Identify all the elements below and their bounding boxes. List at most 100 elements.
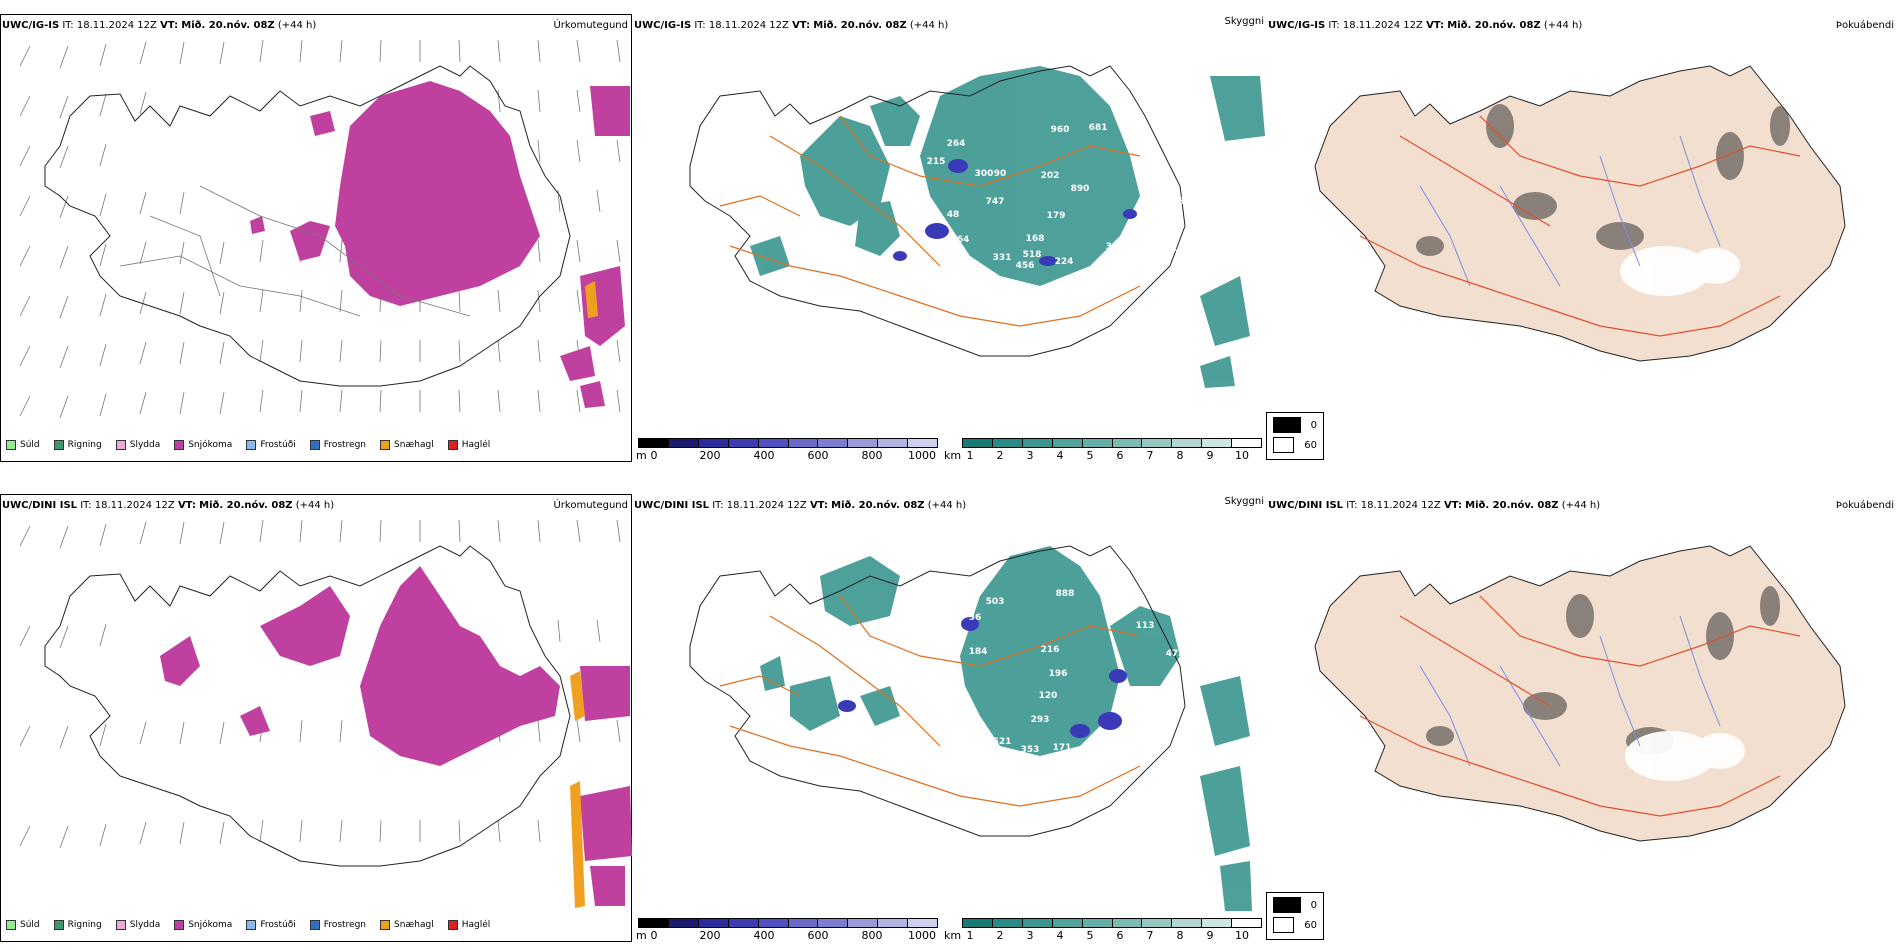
legend-swatch (115, 920, 126, 930)
vis-label: 168 (877, 743, 896, 753)
colorbar-cells (962, 438, 1262, 448)
vis-label: 188 (1166, 197, 1185, 207)
ceiling-colorbar-1: m 0 200 400 600 800 1000 (636, 438, 938, 462)
vis-map-2: 503 423 255 36 70 888 184 216 113 472 19… (689, 545, 1252, 911)
vis-label: 888 (1056, 589, 1075, 599)
vis-label: 224 (1055, 257, 1074, 267)
legend-item: Rigning (53, 920, 102, 930)
legend-swatch (6, 440, 16, 450)
legend-swatch (447, 920, 458, 930)
vis-label: 82 (1114, 749, 1127, 759)
legend-item: Slydda (115, 440, 160, 450)
colorbar-ticks: m 0 200 400 600 800 1000 (636, 449, 936, 462)
iceland-outline (689, 545, 1186, 837)
vis-label: 120 (1039, 691, 1058, 701)
vis-label: 242 (1118, 259, 1137, 269)
vis-label: 353 (1021, 745, 1040, 755)
legend-swatch (309, 920, 320, 930)
rivers (1419, 615, 1721, 767)
snow-areas (250, 81, 630, 408)
vis-panel-header-2: UWC/DINI ISL IT: 18.11.2024 12Z VT: Mið.… (634, 500, 967, 511)
fog-map-2 (1314, 545, 1846, 842)
vis-teal-areas (750, 66, 1265, 388)
iceland-outline (689, 65, 1186, 357)
legend-item: Haglél (447, 440, 490, 450)
colorbar-ticks: km 1 2 3 4 5 6 7 8 9 10 (944, 449, 1249, 462)
vis-value-labels: 264 215 300 747 90 960 681 202 890 225 1… (876, 123, 1185, 277)
precip-legend-1: Súld Rigning Slydda Snjókoma Frostúði Fr… (6, 440, 504, 450)
roads (119, 185, 471, 317)
vis-label: 202 (1041, 171, 1060, 181)
ceiling-colorbar-2: m 0 200 400 600 800 1000 (636, 918, 938, 942)
vis-label: 216 (1041, 645, 1060, 655)
vis-colorbar-1: km 1 2 3 4 5 6 7 8 9 10 (944, 438, 1262, 462)
sleet-edge (570, 671, 585, 908)
precip-type-panel-1 (0, 14, 632, 462)
snow-areas (160, 566, 632, 906)
vis-label: 890 (1071, 184, 1090, 194)
vis-label: 456 (1016, 261, 1035, 271)
vis-label: 331 (993, 253, 1012, 263)
vis-label: 23 (896, 242, 909, 252)
vis-label: 225 (1139, 144, 1158, 154)
vis-label: 423 (941, 607, 960, 617)
legend-swatch (380, 920, 391, 930)
vis-label: 70 (926, 619, 939, 629)
legend-swatch (380, 440, 391, 450)
roads-orange (719, 595, 1141, 807)
fog-panel-title-1: Þokuábendi (1835, 20, 1894, 31)
vis-label: 179 (1047, 211, 1066, 221)
iceland-outline (44, 65, 571, 387)
legend-item: Frostregn (309, 920, 366, 930)
vis-label: 168 (1026, 234, 1045, 244)
legend-item: Frostregn (309, 440, 366, 450)
legend-item: Frostúði (246, 920, 296, 930)
precip-map-1 (19, 39, 630, 419)
legend-swatch (6, 920, 16, 930)
sleet-edge (585, 281, 598, 318)
vis-label: 48 (947, 210, 960, 220)
legend-item: Snjókoma (174, 920, 232, 930)
colorbar-ticks: m 0 200 400 600 800 1000 (636, 929, 936, 942)
legend-item: Frostúði (246, 440, 296, 450)
legend-item: Snjókoma (174, 440, 232, 450)
vt-label: VT: (160, 20, 179, 31)
vis-low-ceiling (838, 617, 1127, 738)
roads-red (1359, 115, 1801, 337)
colorbar-unit: m (636, 449, 647, 462)
vis-label: 173 (927, 267, 946, 277)
vis-label: 817 (1161, 249, 1180, 259)
vis-label: 196 (942, 727, 961, 737)
precip-panel-title-2: Úrkomutegund (553, 500, 628, 511)
vis-label: 300 (975, 169, 994, 179)
wind-barbs (19, 39, 621, 419)
fog-legend-2: 0 60 (1266, 892, 1324, 940)
vis-label: 36 (969, 613, 982, 623)
legend-item: Rigning (53, 440, 102, 450)
vis-teal-areas (760, 546, 1252, 911)
colorbar-unit: m (636, 929, 647, 942)
model-name: UWC/IG-IS (2, 20, 60, 31)
vis-panel-header-1: UWC/IG-IS IT: 18.11.2024 12Z VT: Mið. 20… (634, 20, 949, 31)
vis-label: 184 (969, 647, 988, 657)
legend-item: Slydda (115, 920, 160, 930)
vis-label: 381 (1106, 242, 1125, 252)
vis-label: 196 (1049, 669, 1068, 679)
vis-colorbar-2: km 1 2 3 4 5 6 7 8 9 10 (944, 918, 1262, 942)
vis-label: 481 (1133, 735, 1152, 745)
vis-label: 681 (1089, 123, 1108, 133)
precip-type-panel-2 (0, 494, 632, 942)
vis-low-ceiling (893, 159, 1137, 266)
fog-panel-title-2: Þokuábendi (1835, 500, 1894, 511)
precip-legend-2: Súld Rigning Slydda Snjókoma Frostúði Fr… (6, 920, 504, 930)
legend-swatch (53, 920, 64, 930)
vis-label: 255 (943, 619, 962, 629)
glacier-white (1620, 246, 1740, 296)
vis-label: 164 (951, 235, 970, 245)
vis-label: 960 (1051, 125, 1070, 135)
colorbar-ticks: km 1 2 3 4 5 6 7 8 9 10 (944, 929, 1249, 942)
legend-swatch (174, 440, 185, 450)
roads-red (1359, 595, 1801, 817)
vis-value-labels: 503 423 255 36 70 888 184 216 113 472 19… (877, 589, 1185, 759)
precip-panel-title-1: Úrkomutegund (553, 20, 628, 31)
